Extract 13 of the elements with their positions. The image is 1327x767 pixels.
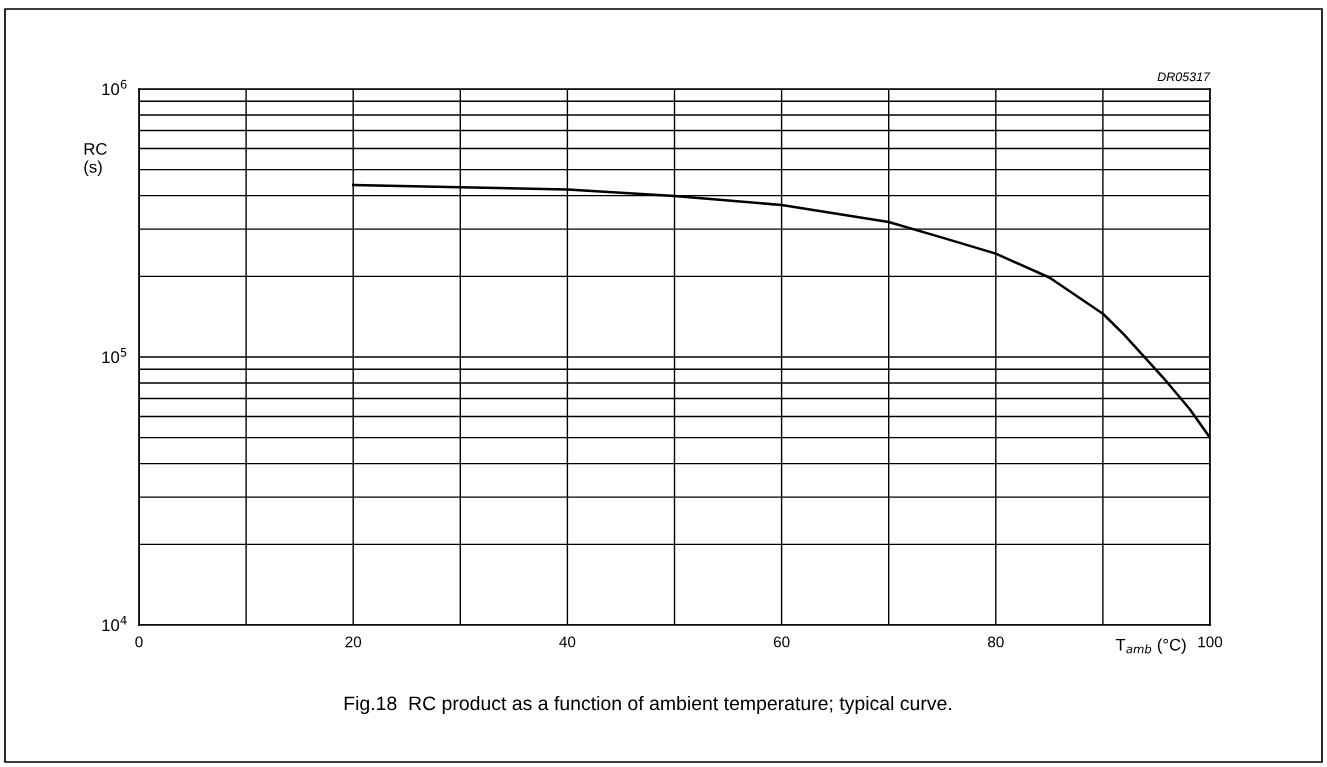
x-tick-label: 80 [987,636,1004,648]
x-tick-label: 20 [345,636,362,648]
x-tick-label: 40 [559,636,576,648]
x-tick-label: 0 [135,636,143,648]
x-axis-title: T$_{amb}$ (°C) [1115,638,1186,654]
x-tick-label: 100 [1198,636,1223,648]
y-axis-title: RC (s) [84,143,107,177]
x-tick-label: 60 [773,636,790,648]
y-tick-label: 10$^{5}$ [102,348,127,364]
y-tick-label: 10$^{4}$ [102,616,127,632]
text: DR05317 [1157,72,1211,82]
y-tick-label: 10$^{6}$ [102,79,127,96]
text: Fig.18 RC product as a function of ambient temperature; typical curve. [344,695,951,715]
